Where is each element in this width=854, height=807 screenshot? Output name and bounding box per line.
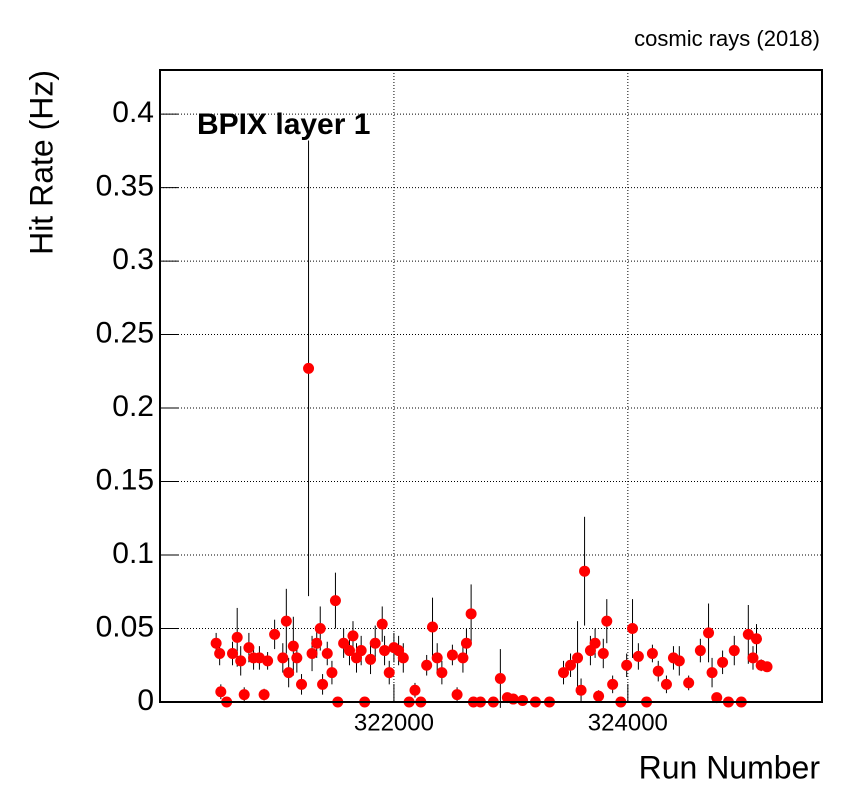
data-point: [258, 689, 270, 701]
data-point: [558, 667, 570, 679]
data-point: [287, 640, 299, 652]
data-point: [627, 623, 639, 635]
data-point: [347, 630, 359, 642]
data-point: [291, 652, 303, 664]
y-tick-label: 0.05: [96, 610, 154, 643]
annotation: BPIX layer 1: [197, 108, 370, 141]
x-tick-label: 322000: [354, 709, 434, 736]
data-point: [728, 645, 740, 657]
data-point: [238, 689, 250, 701]
data-point: [431, 652, 443, 664]
data-point: [214, 647, 226, 659]
data-point: [593, 690, 605, 702]
y-tick-label: 0.4: [112, 96, 154, 129]
data-point: [243, 642, 255, 654]
y-axis-label: Hit Rate (Hz): [23, 70, 59, 255]
data-point: [329, 595, 341, 607]
data-point: [314, 623, 326, 635]
data-point: [517, 695, 529, 707]
data-point: [296, 678, 308, 690]
data-point: [227, 647, 239, 659]
data-point: [706, 667, 718, 679]
data-point: [660, 678, 672, 690]
data-point: [465, 608, 477, 620]
data-point: [742, 628, 754, 640]
data-point: [262, 655, 274, 667]
y-tick-label: 0: [137, 684, 154, 717]
data-point: [355, 645, 367, 657]
data-point: [565, 659, 577, 671]
data-point: [343, 645, 355, 657]
chart-title: cosmic rays (2018): [634, 26, 820, 51]
data-point: [761, 661, 773, 673]
data-point: [451, 689, 463, 701]
data-point: [303, 362, 315, 374]
data-point: [646, 647, 658, 659]
y-tick-label: 0.1: [112, 537, 154, 570]
data-point: [376, 618, 388, 630]
plot-area: 0 0.05 0.1 0.15 0.2 0.25 0.3 0.35 0.4 322000 32400…: [96, 70, 822, 736]
x-tick-label: 324000: [588, 709, 668, 736]
data-point: [717, 656, 729, 668]
data-point: [280, 615, 292, 627]
data-point: [575, 684, 587, 696]
data-point: [601, 615, 613, 627]
data-point: [457, 652, 469, 664]
data-point: [652, 665, 664, 677]
data-point: [747, 652, 759, 664]
data-point: [383, 667, 395, 679]
data-point: [409, 684, 421, 696]
y-tick-label: 0.35: [96, 170, 154, 203]
data-point: [231, 631, 243, 643]
data-point: [235, 655, 247, 667]
data-point: [572, 652, 584, 664]
data-point: [460, 637, 472, 649]
data-point: [338, 637, 350, 649]
data-point: [427, 621, 439, 633]
data-point: [321, 647, 333, 659]
data-point: [311, 637, 323, 649]
data-point: [683, 677, 695, 689]
data-point: [494, 672, 506, 684]
data-point: [694, 645, 706, 657]
y-tick-label: 0.3: [112, 243, 154, 276]
data-point: [379, 645, 391, 657]
x-axis-label: Run Number: [639, 749, 821, 785]
data-point: [397, 652, 409, 664]
data-point: [607, 678, 619, 690]
data-point: [597, 647, 609, 659]
y-tick-label: 0.15: [96, 463, 154, 496]
data-point: [210, 637, 222, 649]
plot-frame: [159, 69, 823, 703]
data-point: [421, 659, 433, 671]
data-point: [269, 628, 281, 640]
data-point: [446, 649, 458, 661]
data-point: [751, 633, 763, 645]
data-point: [326, 667, 338, 679]
y-tick-label: 0.25: [96, 316, 154, 349]
data-point: [703, 627, 715, 639]
data-point: [277, 652, 289, 664]
data-point: [589, 637, 601, 649]
y-tick-label: 0.2: [112, 390, 154, 423]
data-point: [283, 667, 295, 679]
data-point: [579, 565, 591, 577]
data-point: [673, 655, 685, 667]
data-point: [369, 637, 381, 649]
data-point: [365, 653, 377, 665]
data-point: [306, 647, 318, 659]
data-point: [621, 659, 633, 671]
data-point: [632, 650, 644, 662]
data-point: [436, 667, 448, 679]
data-point: [317, 678, 329, 690]
data-point: [711, 692, 723, 704]
data-point: [215, 686, 227, 698]
